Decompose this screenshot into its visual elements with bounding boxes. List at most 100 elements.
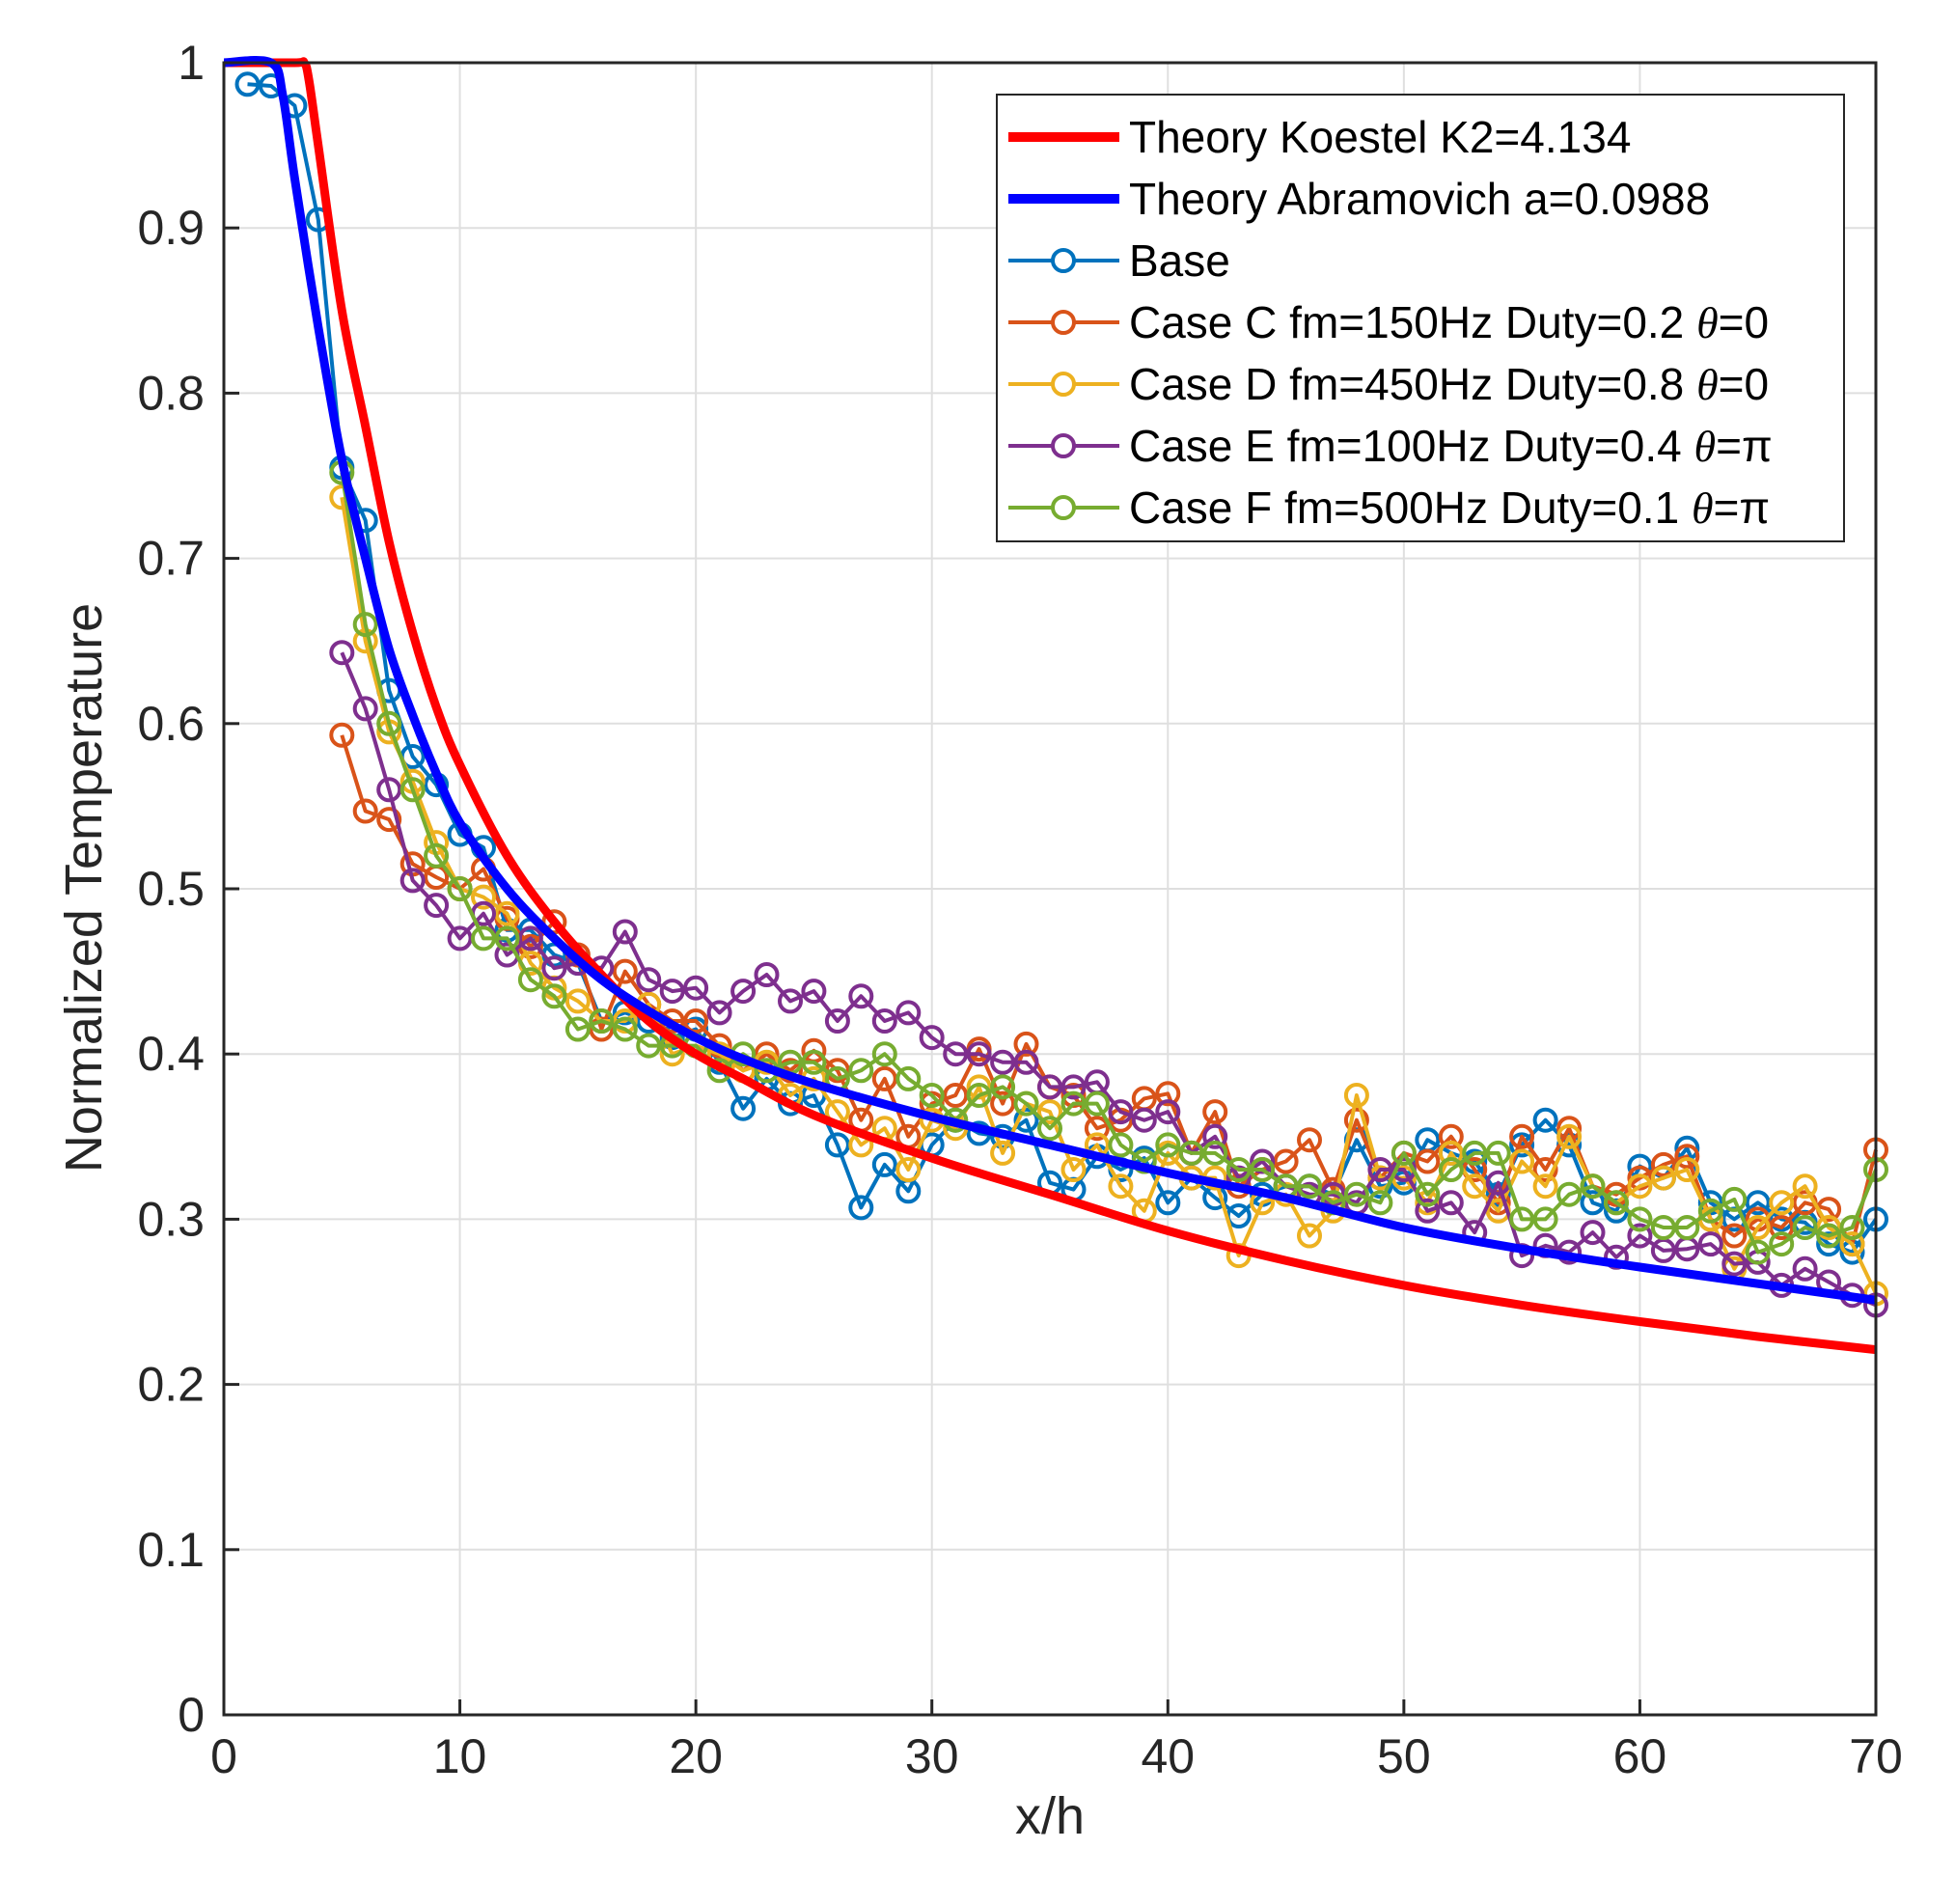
data-point [966, 1083, 992, 1108]
data-point [1108, 1173, 1134, 1200]
data-point [399, 868, 426, 894]
data-point [1580, 1220, 1606, 1246]
legend-case-f-prefix: Case F fm=500Hz Duty=0.1 [1129, 483, 1692, 533]
data-point [801, 1049, 827, 1075]
data-point [966, 1041, 992, 1067]
y-tick-label: 1 [178, 36, 205, 90]
data-point [990, 1049, 1016, 1075]
data-point [1462, 1173, 1488, 1200]
data-point [1721, 1186, 1748, 1212]
data-point [1013, 1031, 1039, 1057]
data-point [1792, 1173, 1818, 1200]
data-point [612, 958, 638, 984]
series-line [340, 496, 1878, 1295]
data-point [1438, 1157, 1464, 1182]
data-point [1839, 1215, 1865, 1240]
data-point [706, 1000, 732, 1026]
data-point [848, 983, 874, 1009]
data-point [1627, 1206, 1653, 1232]
x-tick-label: 30 [905, 1729, 959, 1783]
data-point [919, 1025, 945, 1051]
y-tick-label: 0.2 [137, 1358, 205, 1412]
data-point [1060, 1157, 1087, 1182]
data-point [612, 919, 638, 945]
legend-label-case-f: Case F fm=500Hz Duty=0.1 θ=π [1129, 483, 1770, 533]
data-point [1037, 1116, 1062, 1142]
legend-case-e-symbol: θ [1694, 422, 1717, 471]
data-point [1155, 1099, 1181, 1125]
legend-case-c-symbol: θ [1696, 298, 1719, 347]
data-point [1202, 1140, 1228, 1166]
data-point [636, 1033, 662, 1059]
data-point [612, 1008, 638, 1034]
data-point [1721, 1251, 1748, 1277]
data-point [1532, 1107, 1558, 1133]
data-point [1580, 1190, 1606, 1216]
data-point [848, 1058, 874, 1084]
data-point [895, 1000, 922, 1026]
data-point [1367, 1157, 1393, 1182]
legend-case-e-suffix: =π [1716, 421, 1773, 471]
data-point [1155, 1190, 1181, 1216]
data-point [824, 1008, 850, 1034]
y-tick-label: 0.7 [137, 532, 205, 586]
legend-case-c-suffix: =0 [1719, 297, 1769, 347]
data-point [329, 722, 355, 748]
data-point [919, 1083, 945, 1108]
data-point [1769, 1206, 1795, 1232]
data-point [517, 925, 543, 952]
data-point [424, 842, 450, 869]
data-point [1273, 1148, 1299, 1174]
data-point [1509, 1148, 1535, 1174]
legend-label-case-c: Case C fm=150Hz Duty=0.2 θ=0 [1129, 297, 1769, 347]
data-point [1108, 1099, 1134, 1125]
data-point [1060, 1090, 1087, 1117]
data-point [471, 925, 496, 952]
data-point [943, 1041, 969, 1067]
data-point [1604, 1190, 1629, 1216]
data-point [1250, 1148, 1276, 1174]
data-point [990, 1140, 1016, 1166]
data-point [1650, 1165, 1676, 1191]
data-point [1415, 1181, 1441, 1207]
y-tick-label: 0.8 [137, 366, 205, 420]
data-point [352, 696, 378, 722]
data-point [1509, 1132, 1535, 1158]
data-point [1509, 1123, 1535, 1149]
data-point [1627, 1223, 1653, 1249]
data-point [589, 1008, 615, 1034]
x-tick-label: 20 [669, 1729, 723, 1783]
x-axis-label: x/h [1015, 1787, 1085, 1845]
data-point [376, 710, 402, 736]
data-point [424, 893, 450, 919]
data-point [1438, 1140, 1464, 1166]
data-point [1131, 1107, 1157, 1133]
legend-marker-base [1051, 248, 1076, 273]
data-point [1580, 1173, 1606, 1200]
data-point [1343, 1107, 1369, 1133]
data-point [1532, 1173, 1558, 1200]
data-point [1745, 1190, 1771, 1216]
data-point [352, 612, 378, 638]
legend-marker-case-e [1051, 433, 1076, 458]
data-point [1438, 1123, 1464, 1149]
data-point [564, 1016, 591, 1042]
data-point [1415, 1148, 1441, 1174]
data-point [1462, 1140, 1488, 1166]
data-point [1108, 1132, 1134, 1158]
data-point [1627, 1173, 1653, 1200]
data-point [1674, 1215, 1700, 1240]
y-tick-label: 0.3 [137, 1192, 205, 1246]
legend-box [996, 94, 1845, 542]
legend-label-case-d: Case D fm=450Hz Duty=0.8 θ=0 [1129, 359, 1769, 409]
data-point [1037, 1074, 1062, 1100]
data-point [1769, 1231, 1795, 1257]
data-point [778, 988, 803, 1014]
theory-curve-abramovich [223, 55, 1877, 1305]
legend-label-theory-abramovich: Theory Abramovich a=0.0988 [1129, 174, 1710, 224]
y-tick-label: 0.1 [137, 1523, 205, 1577]
legend-label-case-e: Case E fm=100Hz Duty=0.4 θ=π [1129, 421, 1773, 471]
data-point [352, 798, 378, 824]
data-point [234, 71, 261, 97]
